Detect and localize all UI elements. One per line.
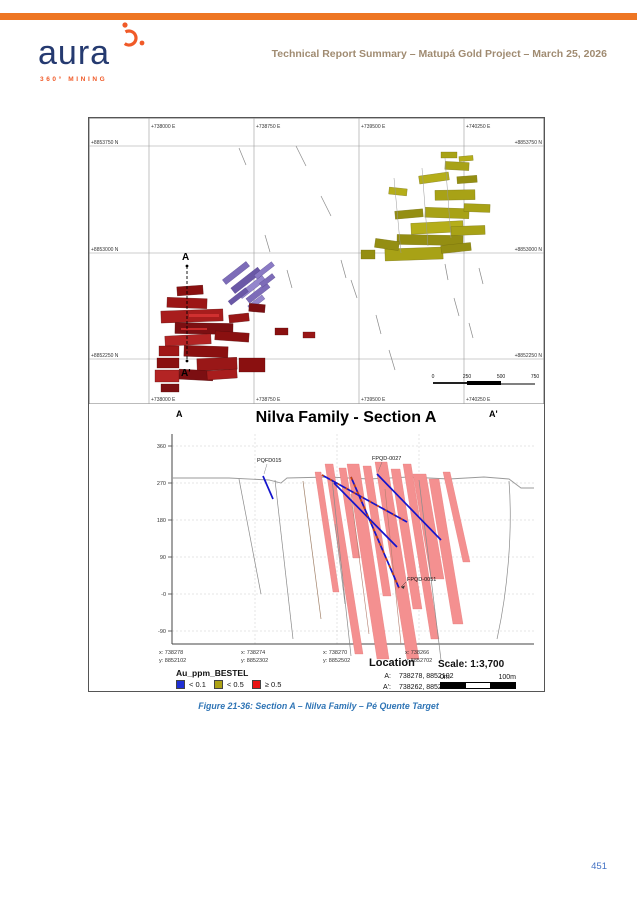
aura-logo: aura 360° MINING bbox=[38, 22, 148, 84]
location-value: 738278, 8852102 bbox=[399, 673, 454, 680]
x-tick-line1: x: 738278 bbox=[159, 650, 183, 656]
figure-caption: Figure 21-36: Section A – Nilva Family –… bbox=[198, 701, 439, 711]
section-x-labels: x: 738278 y: 8852102 x: 738274 y: 885230… bbox=[159, 650, 432, 664]
aura-logo-icon bbox=[114, 20, 148, 59]
x-tick-line1: x: 738274 bbox=[241, 650, 265, 656]
olive-bodies-cluster bbox=[360, 151, 491, 262]
blue-drillhole-traces bbox=[262, 473, 442, 589]
location-key: A: bbox=[384, 673, 391, 680]
section-drill-traces-grey bbox=[238, 478, 511, 661]
drillhole-label-pqfd015: PQFD015 bbox=[257, 458, 281, 464]
y-tick: 90 bbox=[160, 555, 166, 561]
easting-label: +738750 E bbox=[256, 397, 281, 403]
legend-title: Au_ppm_BESTEL bbox=[176, 668, 249, 678]
section-title: Nilva Family - Section A bbox=[256, 409, 437, 426]
section-left-label: A bbox=[176, 409, 183, 419]
y-tick: -90 bbox=[158, 629, 166, 635]
map-drill-traces bbox=[238, 145, 484, 371]
x-tick-line2: y: 8852702 bbox=[405, 658, 432, 664]
scale-title: Scale: 1:3,700 bbox=[438, 659, 505, 670]
easting-label: +738000 E bbox=[151, 124, 176, 130]
y-tick: 180 bbox=[157, 518, 166, 524]
legend-items: < 0.1 < 0.5 ≥ 0.5 bbox=[176, 680, 285, 689]
scale-labels: 0m 100m bbox=[440, 674, 516, 681]
drillhole-labels: PQFD015 FPQD-0027 FPQD-0051 bbox=[257, 456, 436, 589]
section-right-label: A' bbox=[489, 409, 498, 419]
scale-bar-segment bbox=[490, 683, 516, 688]
location-key: A': bbox=[383, 684, 391, 691]
purple-bodies-cluster bbox=[222, 261, 276, 311]
location-row-a: A: 738278, 8852102 bbox=[369, 673, 499, 680]
scale-start-label: 0m bbox=[440, 674, 450, 681]
legend-label: < 0.5 bbox=[226, 680, 244, 689]
y-tick: 360 bbox=[157, 444, 166, 450]
au-ppm-legend: Au_ppm_BESTEL < 0.1 < 0.5 ≥ 0.5 bbox=[176, 668, 285, 689]
location-title: Location bbox=[369, 657, 415, 669]
aura-logo-tagline: 360° MINING bbox=[40, 76, 108, 83]
drillhole-label-fpqd-0051: FPQD-0051 bbox=[407, 577, 436, 583]
location-row-aprime: A': 738262, 8852896 bbox=[369, 684, 499, 691]
cross-section-panel: Nilva Family - Section A A A' bbox=[89, 404, 544, 669]
northing-label: +8853750 N bbox=[515, 140, 543, 146]
map-scalebar-label: 500 bbox=[497, 374, 506, 380]
y-tick: -0 bbox=[161, 592, 166, 598]
page-number: 451 bbox=[591, 861, 607, 872]
easting-label: +739500 E bbox=[361, 124, 386, 130]
aura-logo-wordmark: aura bbox=[38, 34, 111, 72]
scale-bar-segment bbox=[441, 683, 466, 688]
olive-cluster-drill-traces bbox=[393, 157, 452, 254]
x-tick-line2: y: 8852102 bbox=[159, 658, 186, 664]
figure-21-36: +738000 E +738750 E +739500 E +740250 E … bbox=[88, 117, 545, 692]
red-bodies-cluster bbox=[154, 284, 316, 393]
easting-label: +740250 E bbox=[466, 124, 491, 130]
scale-end-label: 100m bbox=[498, 674, 516, 681]
x-tick-line1: x: 738270 bbox=[323, 650, 347, 656]
map-northing-labels: +8853750 N +8853000 N +8852250 N +885375… bbox=[91, 140, 542, 359]
northing-label: +8853000 N bbox=[515, 247, 543, 253]
pink-mineralized-bodies bbox=[314, 461, 471, 660]
map-easting-labels: +738000 E +738750 E +739500 E +740250 E … bbox=[151, 124, 491, 403]
y-tick: 270 bbox=[157, 481, 166, 487]
scale-bar bbox=[440, 682, 516, 689]
map-section-end-label: A' bbox=[181, 368, 191, 379]
section-y-labels: 360 270 180 90 -0 -90 bbox=[157, 444, 166, 635]
easting-label: +740250 E bbox=[466, 397, 491, 403]
scale-block: Scale: 1:3,700 0m 100m bbox=[438, 659, 524, 689]
scale-bar-segment bbox=[465, 683, 491, 688]
section-axes bbox=[171, 434, 534, 645]
northing-label: +8853000 N bbox=[91, 247, 119, 253]
x-tick-line1: x: 738266 bbox=[405, 650, 429, 656]
map-section-start-label: A bbox=[182, 252, 189, 263]
x-tick-line2: y: 8852502 bbox=[323, 658, 350, 664]
legend-label: < 0.1 bbox=[189, 680, 206, 689]
legend-label: ≥ 0.5 bbox=[264, 680, 282, 689]
map-scalebar-label: 750 bbox=[531, 374, 540, 380]
legend-swatch-red bbox=[251, 680, 261, 689]
drillhole-label-fpqd-0027: FPQD-0027 bbox=[372, 456, 401, 462]
northing-label: +8853750 N bbox=[91, 140, 119, 146]
x-tick-line2: y: 8852302 bbox=[241, 658, 268, 664]
easting-label: +738000 E bbox=[151, 397, 176, 403]
section-axis-ticks bbox=[168, 445, 172, 632]
easting-label: +739500 E bbox=[361, 397, 386, 403]
map-scalebar-label: 0 bbox=[432, 374, 435, 380]
location-value: 738262, 8852896 bbox=[399, 684, 454, 691]
northing-label: +8852250 N bbox=[91, 353, 119, 359]
location-block: Location A: 738278, 8852102 A': 738262, … bbox=[369, 657, 499, 691]
legend-swatch-olive bbox=[213, 680, 223, 689]
easting-label: +738750 E bbox=[256, 124, 281, 130]
map-scalebar: 0 250 500 750 bbox=[432, 374, 540, 385]
document-header-title: Technical Report Summary – Matupá Gold P… bbox=[271, 48, 607, 60]
section-line-a-aprime: A A' bbox=[181, 252, 191, 379]
map-scalebar-label: 250 bbox=[463, 374, 472, 380]
plan-map-panel: +738000 E +738750 E +739500 E +740250 E … bbox=[89, 118, 544, 404]
northing-label: +8852250 N bbox=[515, 353, 543, 359]
section-background bbox=[89, 404, 544, 669]
header-accent-bar bbox=[0, 13, 637, 20]
legend-swatch-blue bbox=[176, 680, 185, 689]
